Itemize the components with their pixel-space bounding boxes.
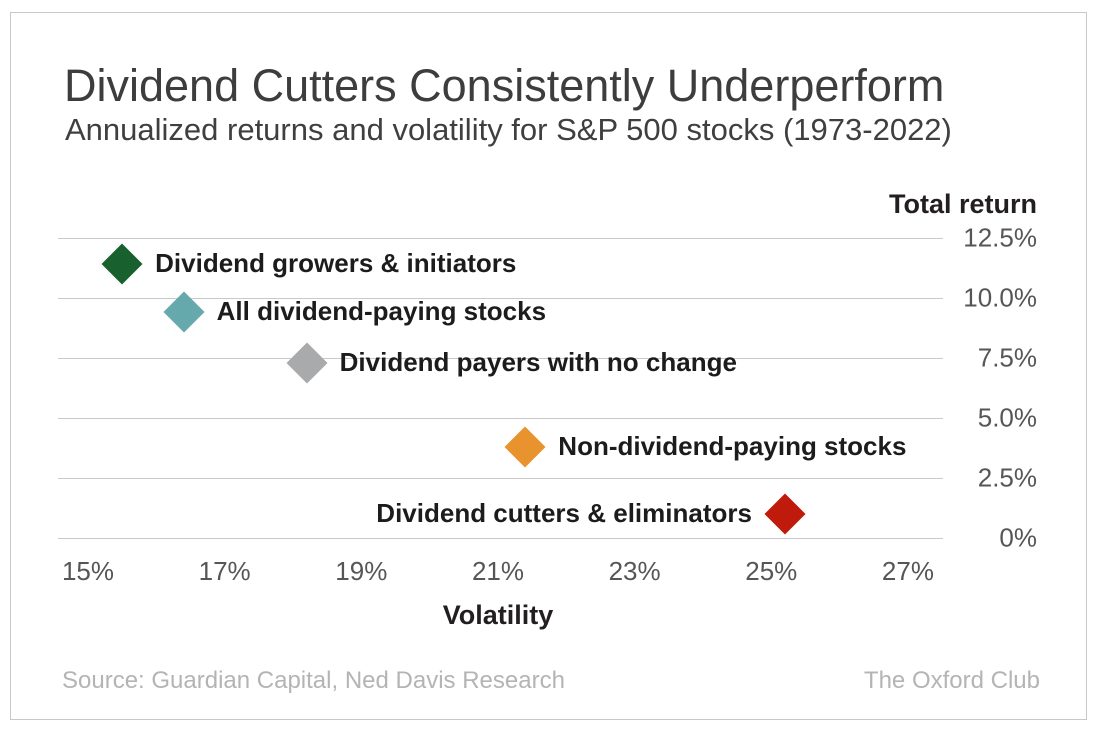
x-tick-label: 23%	[608, 556, 661, 586]
y-axis-title: Total return	[889, 189, 1037, 219]
y-gridline	[58, 298, 943, 299]
y-tick-label: 10.0%	[963, 282, 1037, 313]
y-gridline	[58, 538, 943, 539]
x-tick-label: 15%	[61, 556, 115, 586]
data-point-label: Non-dividend-paying stocks	[558, 430, 907, 461]
data-point-label: Dividend payers with no change	[339, 346, 737, 377]
x-tick-label: 21%	[471, 556, 524, 586]
data-point-label: Dividend growers & initiators	[155, 248, 517, 279]
publisher-brand: The Oxford Club	[863, 667, 1040, 694]
y-tick-label: 5.0%	[977, 402, 1037, 433]
y-tick-label: 0%	[999, 522, 1037, 553]
y-gridline	[58, 418, 943, 419]
y-tick-label: 12.5%	[963, 222, 1037, 253]
x-tick-label: 25%	[745, 556, 798, 586]
data-point-label: All dividend-paying stocks	[216, 296, 547, 327]
x-axis-title: Volatility	[442, 600, 554, 630]
chart-title: Dividend Cutters Consistently Underperfo…	[64, 60, 945, 111]
x-tick-label: 27%	[881, 556, 934, 586]
source-credit: Source: Guardian Capital, Ned Davis Rese…	[62, 667, 565, 694]
data-point-label: Dividend cutters & eliminators	[376, 497, 752, 528]
chart-frame-border	[10, 12, 1087, 720]
x-tick-label: 17%	[198, 556, 251, 586]
chart-subtitle: Annualized returns and volatility for S&…	[65, 112, 952, 147]
y-gridline	[58, 478, 943, 479]
x-tick-label: 19%	[335, 556, 388, 586]
y-tick-label: 7.5%	[977, 342, 1037, 373]
y-gridline	[58, 238, 943, 239]
y-gridline	[58, 358, 943, 359]
y-tick-label: 2.5%	[977, 462, 1037, 493]
